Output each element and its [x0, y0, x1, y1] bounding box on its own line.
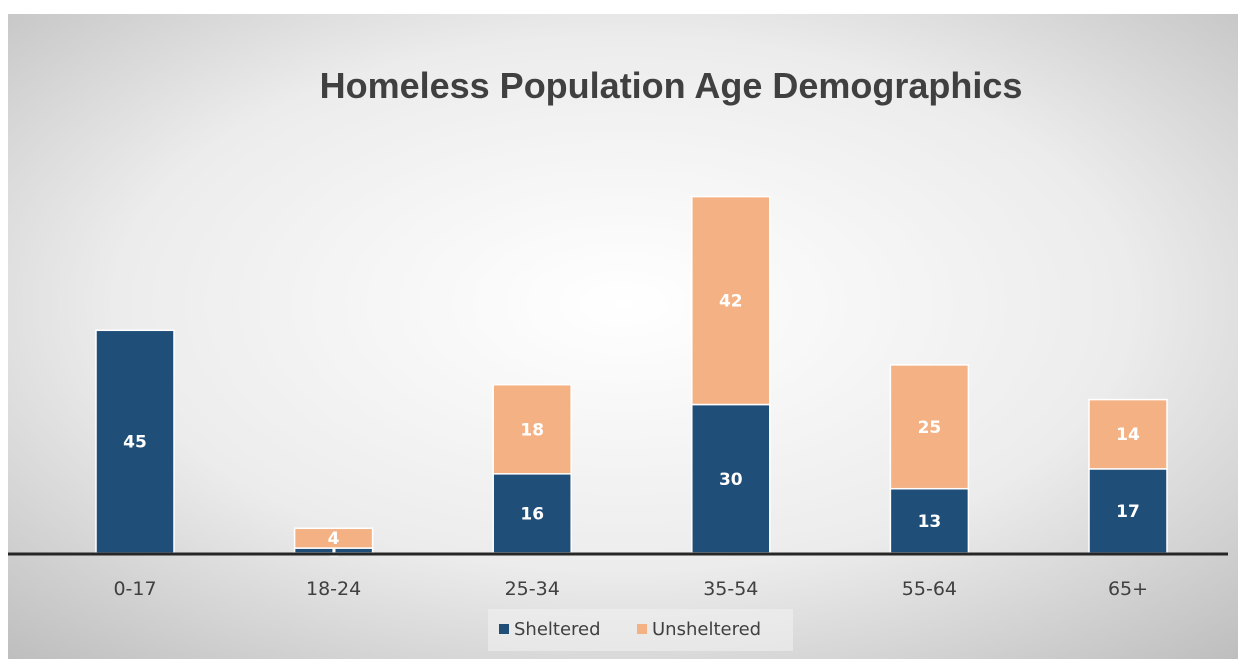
data-label-sheltered-55-64: 13 [918, 512, 942, 532]
bar-unsheltered-55-64 [889, 364, 970, 490]
x-tick-label-18-24: 18-24 [306, 578, 361, 600]
x-tick-label-65+: 65+ [1108, 578, 1148, 600]
legend-swatch-sheltered [499, 624, 509, 634]
legend-label-unsheltered: Unsheltered [652, 619, 761, 640]
chart-title: Homeless Population Age Demographics [320, 65, 1023, 106]
x-tick-label-0-17: 0-17 [113, 578, 156, 600]
data-label-unsheltered-18-24: 4 [328, 529, 340, 549]
data-label-sheltered-18-24: 1 [328, 542, 340, 562]
data-label-unsheltered-25-34: 18 [520, 420, 544, 440]
data-label-sheltered-35-54: 30 [719, 470, 743, 490]
legend: Sheltered Unsheltered [488, 609, 793, 651]
legend-swatch-unsheltered [637, 624, 647, 634]
data-label-sheltered-65+: 17 [1116, 502, 1140, 522]
bar-sheltered-65+ [1088, 468, 1168, 554]
bar-unsheltered-65+ [1088, 398, 1168, 470]
x-tick-label-35-54: 35-54 [703, 578, 758, 600]
legend-label-sheltered: Sheltered [514, 619, 601, 640]
data-label-unsheltered-65+: 14 [1116, 425, 1140, 445]
data-label-sheltered-25-34: 16 [520, 504, 544, 524]
data-label-unsheltered-35-54: 42 [719, 292, 743, 312]
bars-layer: 45 14 16 18 30 42 13 25 17 14 [95, 195, 1168, 562]
x-tick-labels: 0-17 18-24 25-34 35-54 55-64 65+ [113, 578, 1148, 600]
x-tick-label-55-64: 55-64 [902, 578, 957, 600]
bar-unsheltered-35-54 [691, 195, 771, 406]
data-label-sheltered-0-17: 45 [123, 433, 147, 453]
data-label-unsheltered-55-64: 25 [918, 418, 942, 438]
chart-background [8, 14, 1238, 659]
bar-unsheltered-18-24 [293, 527, 374, 549]
x-tick-label-25-34: 25-34 [505, 578, 560, 600]
bar-sheltered-0-17 [95, 329, 175, 554]
bar-unsheltered-25-34 [492, 383, 572, 475]
